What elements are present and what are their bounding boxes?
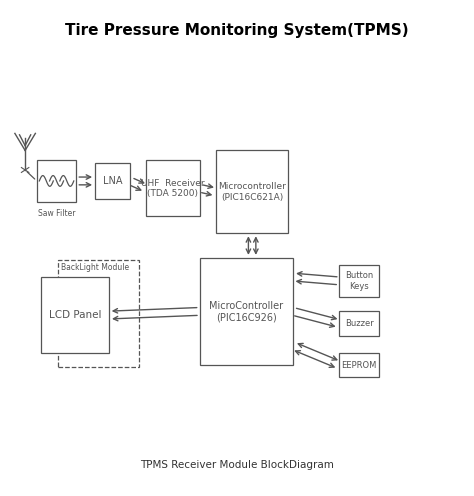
Bar — [41, 277, 109, 353]
Bar — [95, 163, 130, 199]
Bar — [339, 311, 379, 336]
Text: BackLight Module: BackLight Module — [62, 262, 129, 272]
Bar — [146, 160, 200, 216]
Text: EEPROM: EEPROM — [342, 361, 377, 370]
Text: LCD Panel: LCD Panel — [49, 310, 101, 320]
Text: MicroController
(PIC16C926): MicroController (PIC16C926) — [209, 301, 283, 322]
Text: Buzzer: Buzzer — [345, 319, 374, 328]
Text: TPMS Receiver Module BlockDiagram: TPMS Receiver Module BlockDiagram — [140, 460, 334, 470]
Text: LNA: LNA — [103, 176, 122, 186]
Bar — [37, 160, 76, 202]
Text: Button
Keys: Button Keys — [345, 271, 374, 291]
Bar — [58, 260, 139, 368]
Bar — [339, 353, 379, 377]
Bar — [339, 265, 379, 297]
Text: Saw Filter: Saw Filter — [38, 209, 75, 218]
Text: UHF  Receiver
(TDA 5200): UHF Receiver (TDA 5200) — [141, 179, 205, 198]
Text: Microcontroller
(PIC16C621A): Microcontroller (PIC16C621A) — [218, 182, 286, 201]
Text: Tire Pressure Monitoring System(TPMS): Tire Pressure Monitoring System(TPMS) — [65, 23, 409, 39]
Bar — [216, 150, 288, 234]
Bar — [200, 258, 293, 365]
